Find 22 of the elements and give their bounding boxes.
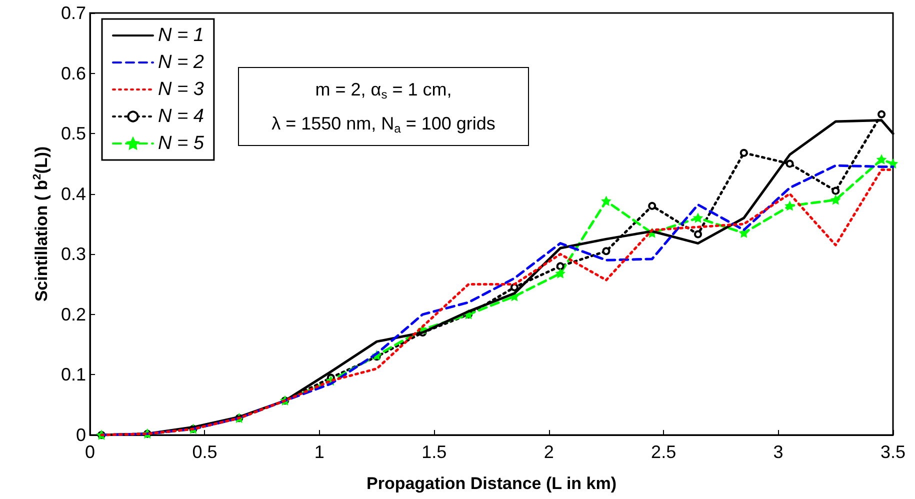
x-axis-title: Propagation Distance (L in km) bbox=[366, 474, 617, 493]
x-tick-label: 1 bbox=[314, 442, 324, 462]
y-tick-label: 0.7 bbox=[60, 3, 86, 23]
x-tick-label: 0.5 bbox=[192, 442, 218, 462]
legend-label: N = 2 bbox=[158, 52, 204, 73]
legend-label: N = 4 bbox=[158, 106, 204, 127]
x-tick-label: 3 bbox=[773, 442, 784, 462]
legend-label: N = 3 bbox=[158, 79, 204, 100]
x-tick-label: 3.5 bbox=[880, 442, 906, 462]
x-tick-label: 1.5 bbox=[422, 442, 447, 462]
y-tick-label: 0.1 bbox=[60, 364, 86, 385]
y-tick-label: 0.3 bbox=[60, 244, 86, 264]
y-tick-label: 0.4 bbox=[60, 184, 86, 204]
y-tick-label: 0.5 bbox=[60, 124, 86, 144]
x-tick-label: 2 bbox=[544, 442, 554, 462]
y-axis-title: Scintillation ( b2(L)) bbox=[32, 146, 52, 302]
legend-label: N = 1 bbox=[158, 25, 204, 46]
x-tick-label: 2.5 bbox=[651, 442, 676, 462]
legend-label: N = 5 bbox=[158, 133, 204, 154]
y-tick-label: 0.6 bbox=[60, 63, 86, 84]
y-tick-label: 0.2 bbox=[60, 304, 86, 324]
y-tick-label: 0 bbox=[76, 425, 86, 445]
